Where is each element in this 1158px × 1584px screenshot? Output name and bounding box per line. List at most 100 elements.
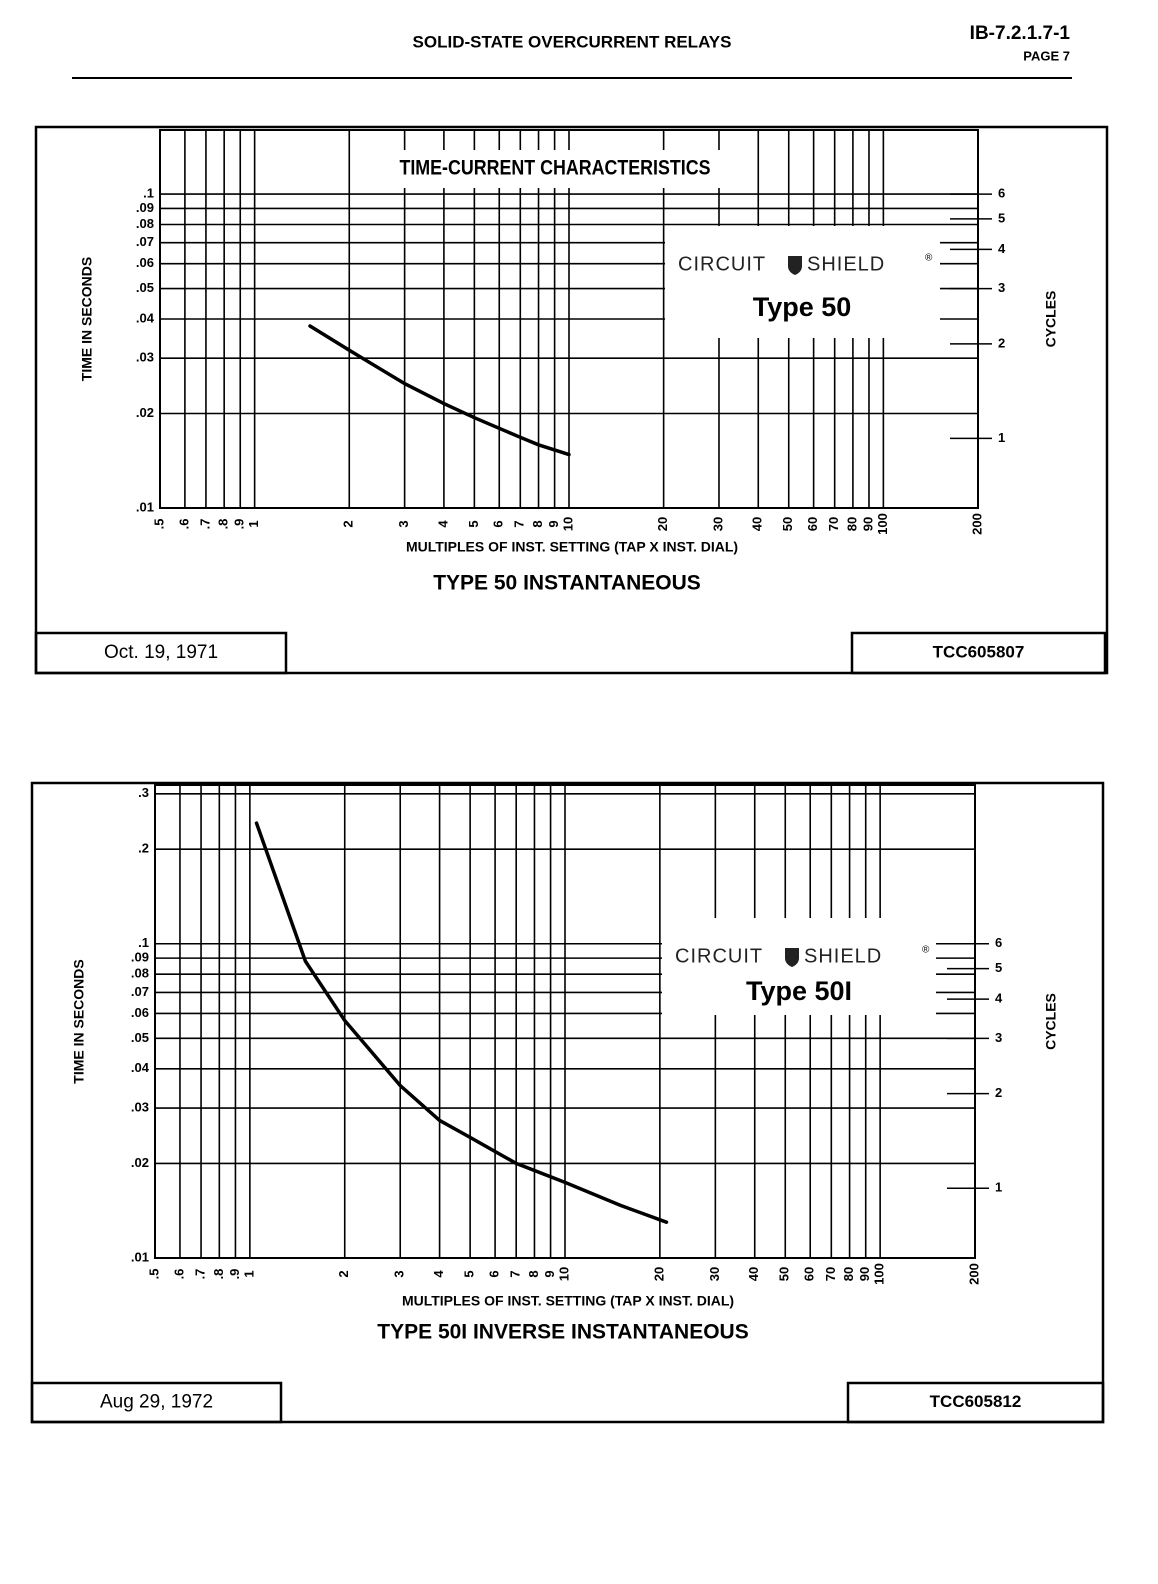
y-tick-label: .01: [136, 499, 154, 514]
y2-tick-label: 6: [998, 186, 1005, 201]
x-tick-label: .7: [197, 519, 212, 530]
logo-shield: [788, 256, 802, 275]
x-tick-label: 200: [969, 513, 984, 535]
drawing-number: TCC605807: [933, 642, 1025, 661]
y-axis-label: TIME IN SECONDS: [71, 959, 87, 1083]
x-tick-label: 70: [823, 1267, 838, 1281]
x-tick-label: .9: [227, 1269, 242, 1280]
x-tick-label: .5: [151, 519, 166, 530]
x-tick-label: .5: [146, 1269, 161, 1280]
y-tick-label: .3: [138, 785, 149, 800]
x-tick-label: 20: [651, 1267, 666, 1281]
logo-shield: [785, 948, 799, 967]
y2-tick-label: 1: [995, 1180, 1002, 1195]
y-tick-label: .06: [136, 255, 154, 270]
x-tick-label: 80: [844, 517, 859, 531]
logo-text: SHIELD: [807, 253, 885, 275]
x-axis-label: MULTIPLES OF INST. SETTING (TAP X INST. …: [402, 1293, 734, 1309]
x-tick-label: 3: [396, 520, 411, 527]
logo-mark: ®: [925, 253, 933, 264]
model-name: Type 50I: [746, 976, 852, 1006]
y2-tick-label: 5: [998, 210, 1005, 225]
date-box: [30, 1381, 283, 1424]
x-axis-label: MULTIPLES OF INST. SETTING (TAP X INST. …: [406, 539, 738, 555]
chart-date: Aug 29, 1972: [100, 1392, 213, 1413]
chart-title: TYPE 50 INSTANTANEOUS: [433, 572, 701, 595]
y2-axis-label: CYCLES: [1043, 291, 1059, 348]
logo-text: CIRCUIT: [675, 945, 763, 967]
logo-mark: ®: [922, 945, 930, 956]
x-tick-label: 60: [802, 1267, 817, 1281]
x-tick-label: .8: [216, 519, 231, 530]
x-tick-label: 2: [336, 1270, 351, 1277]
y-tick-label: .06: [131, 1005, 149, 1020]
curve: [308, 324, 571, 457]
model-name: Type 50: [753, 292, 852, 322]
drawing-number-box: [850, 631, 1107, 675]
chart-frame: [30, 781, 1105, 1424]
page-header-title: SOLID-STATE OVERCURRENT RELAYS: [413, 32, 732, 51]
y-axis-label: TIME IN SECONDS: [79, 257, 95, 381]
y-tick-label: .08: [131, 966, 149, 981]
chart-heading: TIME-CURRENT CHARACTERISTICS: [399, 156, 710, 180]
x-tick-label: 6: [487, 1270, 502, 1277]
x-tick-label: 2: [341, 520, 356, 527]
x-tick-label: 70: [826, 517, 841, 531]
date-box: [34, 631, 288, 675]
y2-tick-label: 2: [995, 1085, 1002, 1100]
x-tick-label: 100: [875, 513, 890, 535]
x-tick-label: 5: [466, 520, 481, 527]
x-tick-label: .9: [232, 519, 247, 530]
x-tick-label: .8: [211, 1269, 226, 1280]
x-tick-label: 30: [707, 1267, 722, 1281]
y-tick-label: .05: [136, 280, 154, 295]
x-tick-label: 7: [508, 1270, 523, 1277]
chart-frame: [34, 125, 1109, 675]
x-tick-label: 30: [710, 517, 725, 531]
x-tick-label: 8: [526, 1270, 541, 1277]
y2-tick-label: 3: [995, 1030, 1002, 1045]
x-tick-label: .7: [192, 1269, 207, 1280]
y2-tick-label: 4: [998, 241, 1006, 256]
y-tick-label: .04: [131, 1060, 150, 1075]
doc-number: IB-7.2.1.7-1: [970, 23, 1071, 44]
y-tick-label: .08: [136, 216, 154, 231]
y2-tick-label: 2: [998, 335, 1005, 350]
y2-tick-label: 1: [998, 430, 1005, 445]
drawing-number: TCC605812: [930, 1392, 1022, 1411]
y-tick-label: .03: [136, 350, 154, 365]
x-tick-label: 9: [542, 1270, 557, 1277]
drawing-number-box: [846, 1381, 1105, 1424]
y2-axis-label: CYCLES: [1043, 993, 1059, 1050]
x-tick-label: 60: [805, 517, 820, 531]
y2-tick-label: 3: [998, 280, 1005, 295]
x-tick-label: 20: [655, 517, 670, 531]
x-tick-label: 80: [841, 1267, 856, 1281]
x-tick-label: 1: [241, 1270, 256, 1277]
x-tick-label: .6: [171, 1269, 186, 1280]
x-tick-label: 200: [966, 1263, 981, 1285]
x-tick-label: 6: [491, 520, 506, 527]
y-tick-label: .04: [136, 310, 155, 325]
x-tick-label: 8: [530, 520, 545, 527]
y-tick-label: .03: [131, 1100, 149, 1115]
y-tick-label: .09: [136, 200, 154, 215]
y-tick-label: .09: [131, 950, 149, 965]
x-tick-label: 50: [777, 1267, 792, 1281]
y2-tick-label: 4: [995, 991, 1003, 1006]
x-tick-label: 5: [462, 1270, 477, 1277]
y-tick-label: .05: [131, 1030, 149, 1045]
x-tick-label: 4: [435, 520, 450, 528]
x-tick-label: 1: [246, 520, 261, 527]
x-tick-label: 10: [560, 517, 575, 531]
x-tick-label: 50: [780, 517, 795, 531]
x-tick-label: 4: [431, 1270, 446, 1278]
heading-box: [365, 150, 745, 188]
logo-text: CIRCUIT: [678, 253, 766, 275]
x-tick-label: 40: [746, 1267, 761, 1281]
x-tick-label: 100: [872, 1263, 887, 1285]
x-tick-label: 9: [546, 520, 561, 527]
logo-text: SHIELD: [804, 945, 882, 967]
x-tick-label: 3: [392, 1270, 407, 1277]
